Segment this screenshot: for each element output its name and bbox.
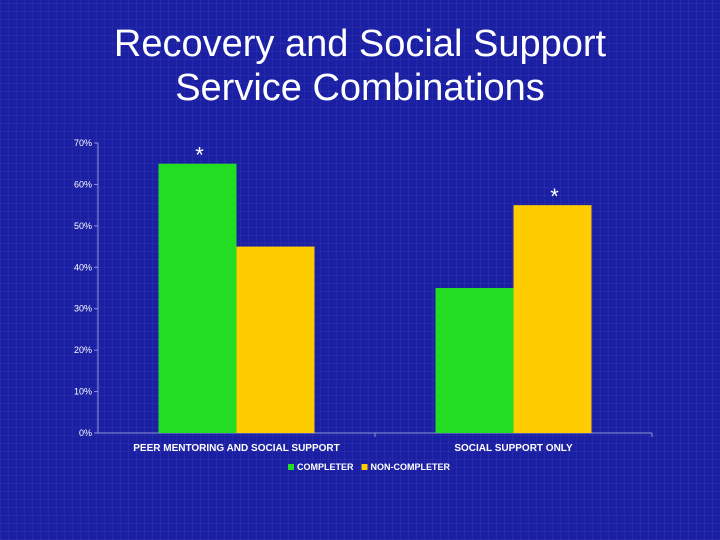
y-tick-label: 50% (74, 221, 92, 231)
bar-non-completer-1 (513, 205, 592, 433)
y-tick-label: 30% (74, 304, 92, 314)
legend-label: NON-COMPLETER (371, 462, 451, 472)
bar-completer-0 (158, 163, 237, 433)
bar-completer-1 (435, 288, 514, 433)
y-tick-label: 0% (79, 428, 92, 438)
slide-title-line-2: Service Combinations (175, 67, 545, 109)
significance-asterisk: * (550, 184, 559, 209)
legend-swatch-non-completer (361, 464, 368, 470)
slide-title: Recovery and Social Support Service Comb… (0, 22, 720, 110)
legend-swatch-completer (288, 464, 294, 470)
y-tick-label: 70% (74, 138, 92, 148)
y-tick-label: 40% (74, 262, 92, 272)
y-tick-label: 60% (74, 179, 92, 189)
slide-title-line-1: Recovery and Social Support (113, 23, 607, 65)
x-category-label: SOCIAL SUPPORT ONLY (454, 443, 573, 454)
y-tick-label: 20% (74, 345, 92, 355)
bar-non-completer-0 (236, 246, 315, 433)
x-category-label: PEER MENTORING AND SOCIAL SUPPORT (133, 443, 340, 454)
y-tick-label: 10% (74, 387, 92, 397)
significance-asterisk: * (195, 143, 204, 168)
legend-label: COMPLETER (297, 462, 354, 472)
